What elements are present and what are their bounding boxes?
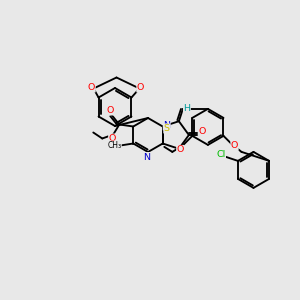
- Text: H: H: [183, 104, 190, 113]
- Text: CH₃: CH₃: [107, 141, 121, 150]
- Text: O: O: [231, 141, 238, 150]
- Text: Cl: Cl: [216, 150, 226, 159]
- Text: N: N: [143, 152, 151, 161]
- Text: O: O: [88, 83, 95, 92]
- Text: O: O: [109, 134, 116, 143]
- Text: O: O: [137, 83, 144, 92]
- Text: N: N: [163, 121, 170, 130]
- Text: O: O: [198, 128, 206, 136]
- Text: O: O: [106, 106, 114, 115]
- Text: O: O: [177, 146, 184, 154]
- Text: S: S: [164, 124, 170, 133]
